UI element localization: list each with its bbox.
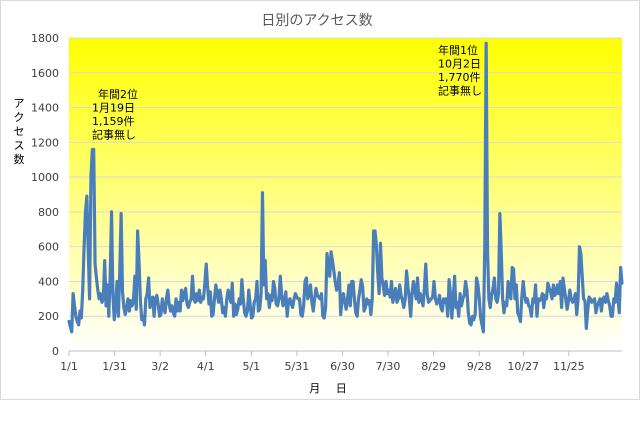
series-line-access-count	[67, 41, 624, 334]
y-tick-label: 1400	[31, 102, 59, 115]
y-tick-label: 1000	[31, 171, 59, 184]
x-tick-label: 7/30	[376, 360, 401, 373]
y-axis-label: アクセス数	[14, 97, 25, 166]
y-tick-label: 1800	[31, 32, 59, 45]
x-tick-label: 5/1	[242, 360, 260, 373]
x-tick-label: 6/30	[330, 360, 355, 373]
annotation-label: 年間1位 10月2日 1,770件記事無し	[438, 43, 482, 98]
y-tick-label: 200	[38, 310, 59, 323]
x-axis-label: 月 日	[309, 382, 353, 395]
y-tick-label: 800	[38, 206, 59, 219]
x-tick-label: 11/25	[553, 360, 585, 373]
x-tick-label: 1/31	[102, 360, 127, 373]
y-axis-ticks: 0 200 400 600 800 1000 1200 1400 1600 1800	[31, 32, 59, 358]
y-tick-label: 600	[38, 241, 59, 254]
x-tick-label: 3/2	[151, 360, 169, 373]
chart-title: 日別のアクセス数	[261, 13, 372, 29]
y-tick-label: 1600	[31, 67, 59, 80]
x-tick-label: 9/28	[467, 360, 492, 373]
y-tick-label: 1200	[31, 136, 59, 149]
x-tick-label: 1/1	[60, 360, 78, 373]
annotations: 年間2位 1月19日 1,159件記事無し 年間1位 10月2日 1,770件記事無し	[92, 43, 482, 142]
line-chart: 日別のアクセス数 0 200 400 600 800 1000 1200 1400 1600 18…	[14, 13, 624, 395]
chart-frame: 日別のアクセス数 0 200 400 600 800 1000 1200 1400 1600 18…	[0, 0, 640, 400]
x-tick-label: 5/31	[285, 360, 310, 373]
y-tick-label: 400	[38, 275, 59, 288]
grid-lines	[69, 37, 622, 352]
x-axis-ticks: 1/1 1/31 3/2 4/1 5/1 5/31 6/30 7/30 8/29 9/28 10/2…	[60, 351, 585, 373]
x-tick-label: 10/27	[507, 360, 539, 373]
annotation-label: 年間2位 1月19日 1,159件記事無し	[92, 87, 138, 142]
x-tick-label: 4/1	[197, 360, 215, 373]
x-tick-label: 8/29	[421, 360, 446, 373]
y-tick-label: 0	[52, 345, 59, 358]
